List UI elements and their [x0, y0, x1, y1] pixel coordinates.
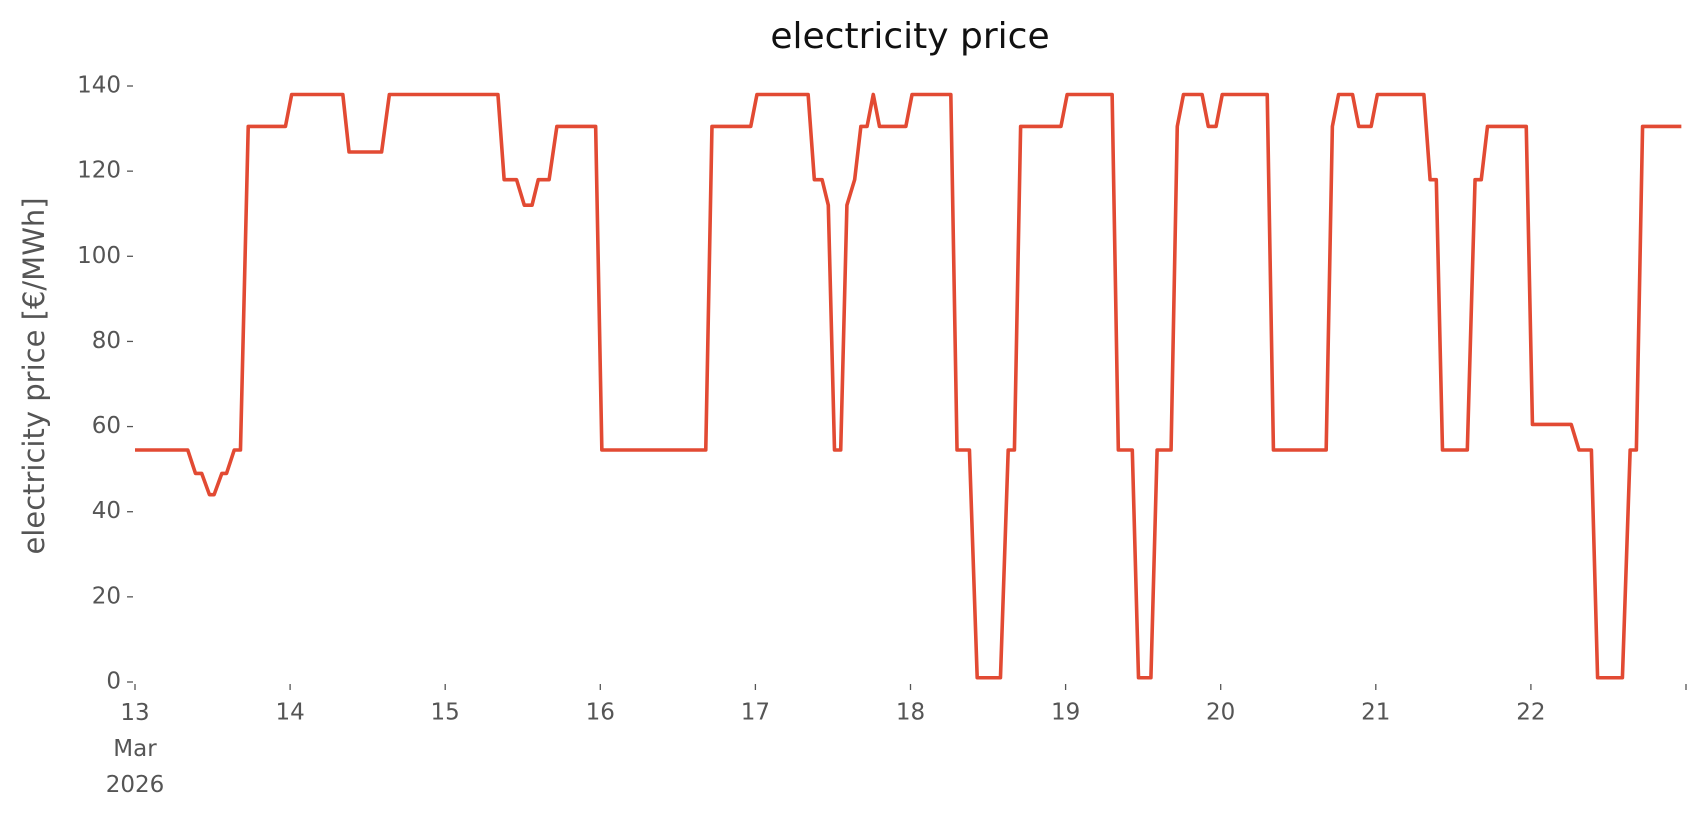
x-tick-label: 18: [896, 700, 925, 726]
x-tick-label: 15: [431, 700, 460, 726]
y-tick-label: 140: [77, 73, 121, 99]
y-tick-label: 20: [92, 583, 121, 609]
price-line: [135, 92, 1682, 680]
x-tick-label: 22: [1516, 700, 1545, 726]
y-tick-label: 60: [92, 413, 121, 439]
x-tick-label: 14: [275, 700, 304, 726]
chart-title: electricity price: [770, 16, 1049, 57]
x-tick-label: 13 Mar 2026: [106, 700, 165, 798]
x-tick-label: 17: [741, 700, 770, 726]
y-tick-label: 40: [92, 498, 121, 524]
x-tick-label: 21: [1361, 700, 1390, 726]
y-axis-label: electricity price [€/MWh]: [17, 197, 51, 554]
y-tick-label: 0: [106, 669, 121, 695]
x-tick-label: 19: [1051, 700, 1080, 726]
x-tick-label: 20: [1206, 700, 1235, 726]
y-tick-label: 120: [77, 158, 121, 184]
y-tick-label: 80: [92, 328, 121, 354]
y-tick-label: 100: [77, 243, 121, 269]
x-tick-label: 16: [586, 700, 615, 726]
